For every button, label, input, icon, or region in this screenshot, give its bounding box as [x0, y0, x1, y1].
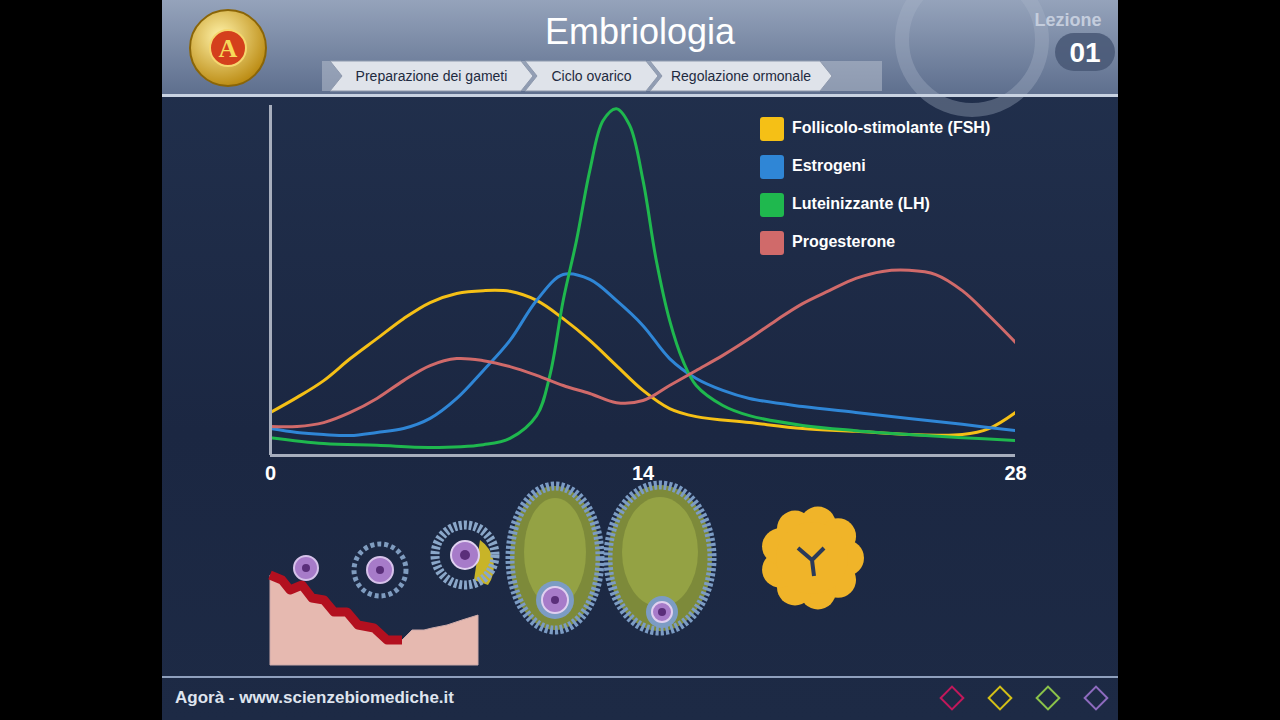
- svg-text:28: 28: [1004, 462, 1026, 484]
- html-text:Estrogeni: Estrogeni: [792, 157, 866, 174]
- svg-text:0: 0: [265, 462, 276, 484]
- svg-text:Lezione: Lezione: [1034, 10, 1101, 30]
- svg-text:Agorà - www.scienzebiomediche.: Agorà - www.scienzebiomediche.it: [175, 688, 454, 707]
- svg-text:01: 01: [1069, 37, 1100, 68]
- svg-text:Embriologia: Embriologia: [545, 11, 736, 52]
- svg-text:Preparazione dei gameti: Preparazione dei gameti: [356, 68, 508, 84]
- svg-text:Regolazione ormonale: Regolazione ormonale: [671, 68, 811, 84]
- svg-text:Ciclo ovarico: Ciclo ovarico: [551, 68, 631, 84]
- svg-text:14: 14: [632, 462, 655, 484]
- html-text:Luteinizzante (LH): Luteinizzante (LH): [792, 195, 930, 212]
- html-text:Progesterone: Progesterone: [792, 233, 896, 250]
- svg-text:A: A: [219, 34, 238, 63]
- html-text:Follicolo-stimolante (FSH): Follicolo-stimolante (FSH): [792, 119, 991, 136]
